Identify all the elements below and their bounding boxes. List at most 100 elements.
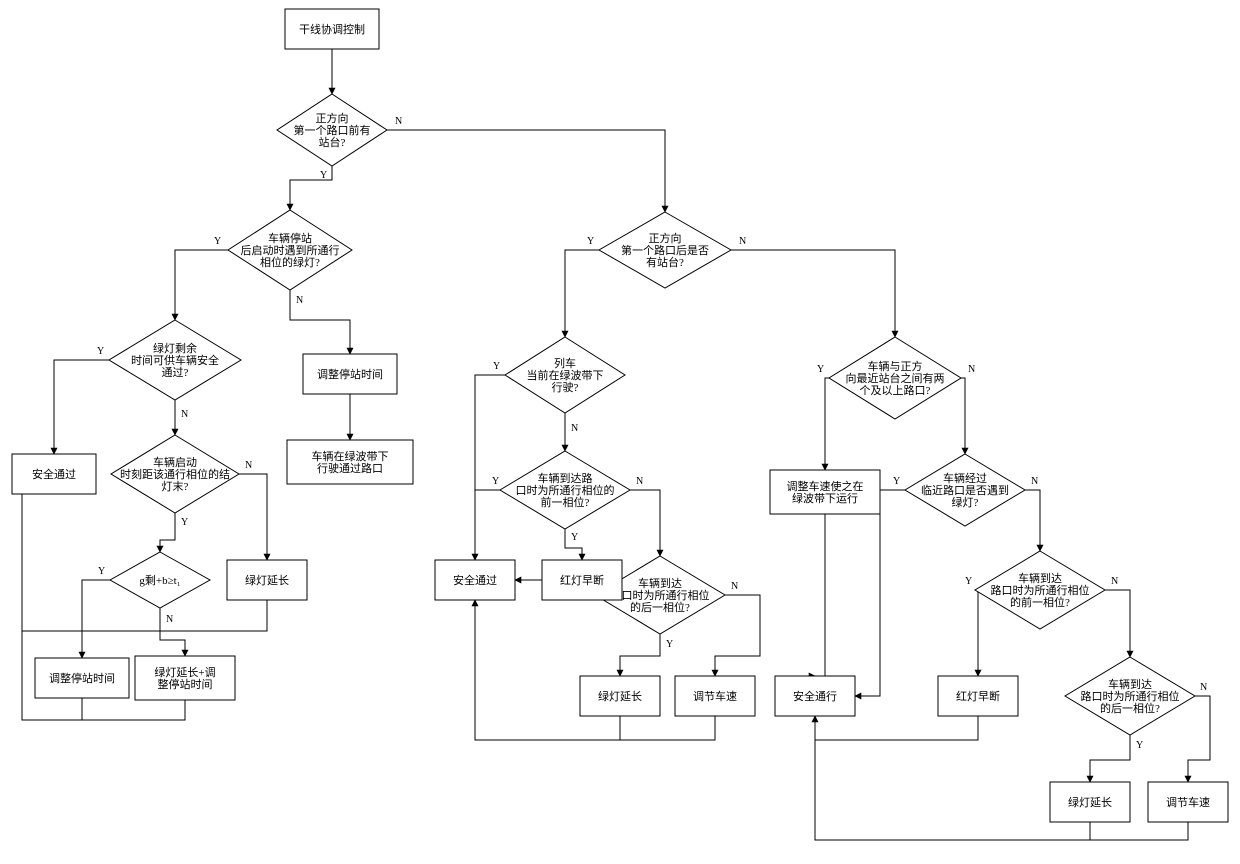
- edge: [160, 513, 175, 552]
- d_L3-label: 时刻距该通行相位的结: [120, 467, 230, 481]
- edge-label: Y: [893, 476, 900, 487]
- edge: [475, 600, 620, 740]
- edge-label: N: [181, 409, 188, 420]
- d_R3-label: 绿灯?: [952, 495, 979, 509]
- edge: [961, 378, 965, 454]
- n_start-label: 干线协调控制: [299, 22, 365, 36]
- d_R3-label: 临近路口是否遇到: [921, 483, 1009, 497]
- edge: [815, 514, 825, 676]
- p_adjSpd1-label: 调节车速: [693, 689, 737, 703]
- p_safe2-label: 安全通过: [453, 573, 497, 587]
- edge: [1025, 490, 1040, 551]
- p_red2-label: 红灯早断: [956, 689, 1000, 703]
- edge-label: Y: [666, 639, 673, 650]
- p_gExtR-label: 绿灯延长: [1068, 795, 1112, 809]
- d_L3-label: 车辆启动: [153, 455, 197, 469]
- edge: [82, 580, 110, 658]
- d_R4-label: 车辆到达: [1018, 571, 1062, 585]
- edge-label: Y: [97, 346, 104, 357]
- p_gExtM-label: 绿灯延长: [598, 689, 642, 703]
- edge-label: N: [739, 236, 746, 247]
- edge: [815, 740, 1090, 840]
- edge: [731, 250, 895, 337]
- edge-label: Y: [181, 517, 188, 528]
- edge: [1090, 822, 1188, 840]
- edge: [1188, 696, 1210, 782]
- edge-label: Y: [1136, 740, 1143, 751]
- d_L2-label: 通过?: [162, 366, 189, 379]
- edge-label: Y: [587, 236, 594, 247]
- d_R3-label: 车辆经过: [943, 471, 987, 485]
- edge-label: Y: [571, 532, 578, 543]
- edge-label: N: [166, 614, 173, 625]
- d_M2-label: 前一相位?: [541, 495, 590, 509]
- edge: [1105, 590, 1130, 657]
- edge-label: Y: [320, 170, 327, 181]
- edge: [855, 490, 905, 696]
- edge-label: N: [1111, 576, 1118, 587]
- edges: YNYNYNYNYNYNYNYYNYNYNYNYNYN: [12, 49, 1210, 840]
- d_M2-label: 车辆到达路: [538, 471, 593, 485]
- d_M3-label: 的后一相位?: [630, 600, 690, 614]
- edge: [239, 474, 267, 560]
- p_adjSpdGrn-label: 调整车速使之在: [787, 479, 864, 493]
- p_safeM-label: 安全通行: [793, 689, 837, 703]
- d_M3-label: 车辆到达: [638, 576, 682, 590]
- p_red1-label: 红灯早断: [560, 573, 604, 587]
- edge-label: Y: [817, 364, 824, 375]
- edge-label: Y: [493, 361, 500, 372]
- d_top-label: 正方向: [316, 111, 349, 125]
- edge: [620, 716, 715, 740]
- edge: [825, 378, 829, 470]
- p_adjDwell2-label: 调整停站时间: [49, 671, 115, 685]
- d_L1-label: 车辆停站: [268, 231, 312, 245]
- d_R5-label: 路口时为所通行相位: [1081, 689, 1180, 703]
- edge: [387, 130, 665, 212]
- d_L1-label: 相位的绿灯?: [260, 255, 320, 269]
- d_R2-label: 车辆与正方: [868, 359, 923, 373]
- edge: [715, 595, 760, 676]
- edge: [630, 490, 660, 556]
- edge-label: Y: [492, 476, 499, 487]
- d_R2-label: 个及以上路口?: [860, 384, 931, 397]
- d_M1-label: 列车: [554, 356, 576, 370]
- p_extPlus-label: 绿灯延长+调: [154, 665, 215, 679]
- d_R1-label: 第一个路口后是否: [621, 243, 709, 257]
- d_R4-label: 的前一相位?: [1010, 595, 1070, 609]
- edge-label: N: [731, 581, 738, 592]
- d_M2-label: 口时为所通行相位的: [516, 483, 615, 497]
- d_L2-label: 绿灯剩余: [153, 341, 197, 355]
- edge: [815, 716, 978, 740]
- d_L3-label: 灯末?: [162, 479, 189, 493]
- p_adjSpdGrn-label: 绿波带下运行: [792, 491, 858, 505]
- nodes: 干线协调控制正方向第一个路口前有站台?车辆停站后启动时遇到所通行相位的绿灯?绿灯…: [12, 9, 1228, 822]
- d_M1-label: 当前在绿波带下: [527, 368, 604, 382]
- edge-label: N: [571, 423, 578, 434]
- edge: [1090, 735, 1130, 782]
- edge: [975, 590, 978, 676]
- p_extPlus-label: 整停站时间: [158, 677, 213, 691]
- d_R1-label: 正方向: [649, 231, 682, 245]
- edge-label: N: [245, 460, 252, 471]
- edge: [565, 250, 599, 337]
- d_top-label: 站台?: [319, 135, 346, 149]
- d_L2-label: 时间可供车辆安全: [131, 353, 219, 367]
- edge-label: N: [1200, 682, 1207, 693]
- edge-label: Y: [965, 576, 972, 587]
- edge-label: N: [636, 476, 643, 487]
- d_top-label: 第一个路口前有: [294, 123, 371, 137]
- flowchart-canvas: YNYNYNYNYNYNYNYYNYNYNYNYNYN干线协调控制正方向第一个路…: [0, 0, 1240, 864]
- edge: [620, 634, 660, 676]
- p_safe1-label: 安全通过: [32, 467, 76, 481]
- edge: [175, 250, 228, 320]
- p_greenPass-label: 车辆在绿波带下: [312, 449, 389, 463]
- d_M3-label: 路口时为所通行相位: [611, 588, 710, 602]
- d_R5-label: 的后一相位?: [1100, 701, 1160, 715]
- d_R1-label: 有站台?: [646, 255, 684, 269]
- edge: [54, 360, 109, 454]
- edge: [22, 600, 267, 631]
- d_R2-label: 向最近站台之间有两: [846, 371, 945, 385]
- edge-label: N: [1031, 476, 1038, 487]
- edge-label: N: [395, 116, 402, 127]
- d_L4-label: g剩+b≥t₁: [139, 574, 180, 587]
